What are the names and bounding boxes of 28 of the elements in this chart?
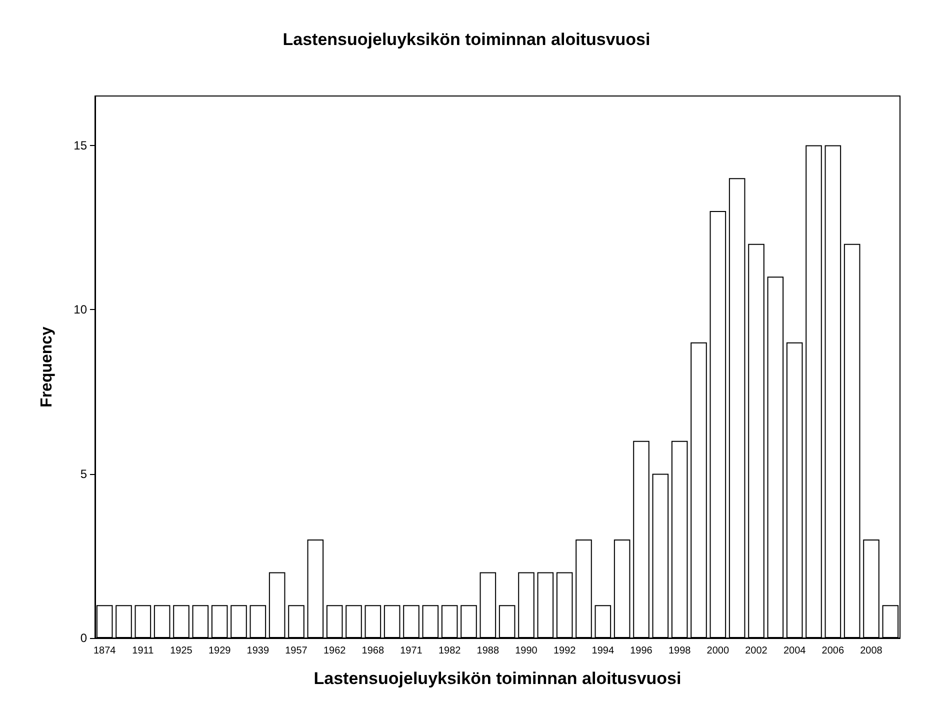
- y-tick-label: 10: [74, 302, 88, 317]
- x-tick-label: 1939: [246, 646, 270, 656]
- x-tick-label: 1994: [592, 646, 614, 656]
- x-tick-label: 2000: [706, 646, 730, 656]
- x-axis-title: Lastensuojeluyksikön toiminnan aloitusvuosi: [314, 669, 682, 688]
- x-tick-label: 2002: [745, 646, 768, 656]
- x-tick-label: 1998: [668, 646, 692, 656]
- x-tick-label: 1982: [438, 646, 462, 656]
- y-axis-title: Frequency: [38, 326, 56, 408]
- x-tick-label: 1911: [132, 646, 154, 656]
- x-tick-label: 1874: [93, 646, 116, 656]
- x-tick-label: 1996: [630, 646, 653, 656]
- y-tick-label: 5: [80, 466, 88, 481]
- x-tick-label: 1968: [362, 646, 384, 656]
- x-tick-label: 2006: [822, 646, 844, 656]
- x-tick-label: 1988: [476, 646, 500, 656]
- chart-title: Lastensuojeluyksikön toiminnan aloitusvuosi: [282, 30, 650, 49]
- x-tick-label: 2008: [860, 646, 883, 656]
- x-tick-label: 1957: [285, 646, 308, 656]
- x-tick-label: 1925: [170, 646, 193, 656]
- x-tick-label: 1990: [515, 646, 538, 656]
- x-tick-label: 1971: [400, 646, 423, 656]
- y-tick-label: 0: [80, 631, 88, 645]
- y-tick-label: 15: [74, 138, 88, 152]
- x-tick-label: 1962: [323, 646, 346, 656]
- x-tick-label: 1992: [553, 646, 576, 656]
- x-tick-label: 1929: [208, 646, 232, 656]
- x-tick-label: 2004: [783, 646, 806, 656]
